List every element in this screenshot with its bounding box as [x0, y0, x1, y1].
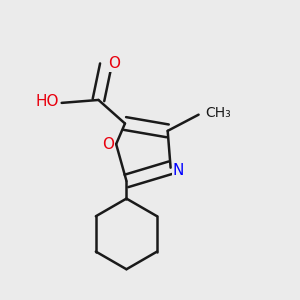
Text: N: N	[173, 163, 184, 178]
Text: O: O	[108, 56, 120, 70]
Text: CH₃: CH₃	[205, 106, 231, 120]
Text: HO: HO	[35, 94, 59, 109]
Text: O: O	[102, 136, 114, 152]
